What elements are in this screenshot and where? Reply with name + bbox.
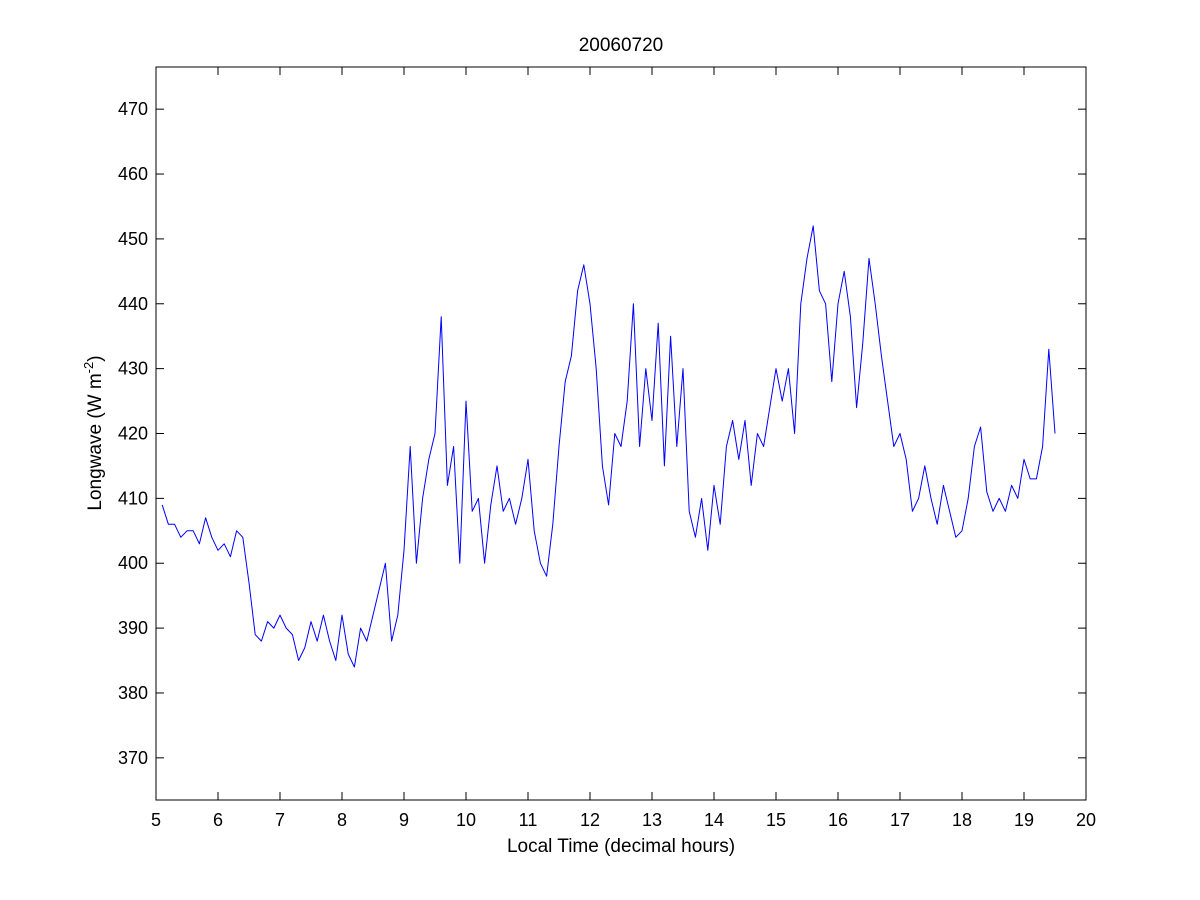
y-tick-label: 370 (118, 748, 148, 768)
plot-area (155, 66, 1087, 801)
y-axis-title: Longwave (W m-2) (81, 355, 106, 510)
x-tick-label: 13 (642, 810, 662, 830)
y-axis-title-superscript: -2 (81, 362, 96, 374)
x-tick-label: 6 (213, 810, 223, 830)
y-axis-title-suffix: ) (85, 355, 106, 361)
y-tick-label: 410 (118, 488, 148, 508)
x-axis-title: Local Time (decimal hours) (507, 836, 735, 857)
y-tick-label: 380 (118, 683, 148, 703)
y-tick-label: 460 (118, 164, 148, 184)
y-tick-label: 440 (118, 294, 148, 314)
x-tick-label: 5 (151, 810, 161, 830)
x-tick-label: 12 (580, 810, 600, 830)
series-group (161, 225, 1056, 668)
y-tick-label: 400 (118, 553, 148, 573)
x-axis-ticks: 5 6 7 8 9 10 11 12 13 14 15 16 17 18 19 20 (151, 67, 1096, 830)
series-line-longwave (161, 225, 1056, 668)
x-tick-label: 17 (890, 810, 910, 830)
x-tick-label: 11 (519, 810, 538, 830)
y-tick-label: 450 (118, 229, 148, 249)
x-tick-label: 20 (1076, 810, 1096, 830)
x-tick-label: 18 (952, 810, 972, 830)
y-tick-label: 390 (118, 618, 148, 638)
x-tick-label: 9 (399, 810, 409, 830)
y-axis-ticks: 370 380 390 400 410 420 430 440 450 460 470 (118, 99, 1086, 768)
x-tick-label: 16 (828, 810, 848, 830)
y-axis-title-main: Longwave (W m (85, 373, 106, 510)
x-tick-label: 19 (1014, 810, 1034, 830)
x-tick-label: 10 (456, 810, 476, 830)
x-tick-label: 15 (766, 810, 786, 830)
y-tick-label: 430 (118, 359, 148, 379)
x-tick-label: 8 (337, 810, 347, 830)
x-tick-label: 7 (275, 810, 285, 830)
chart-title: 20060720 (579, 35, 664, 56)
y-tick-label: 470 (118, 99, 148, 119)
y-tick-label: 420 (118, 424, 148, 444)
x-tick-label: 14 (704, 810, 724, 830)
